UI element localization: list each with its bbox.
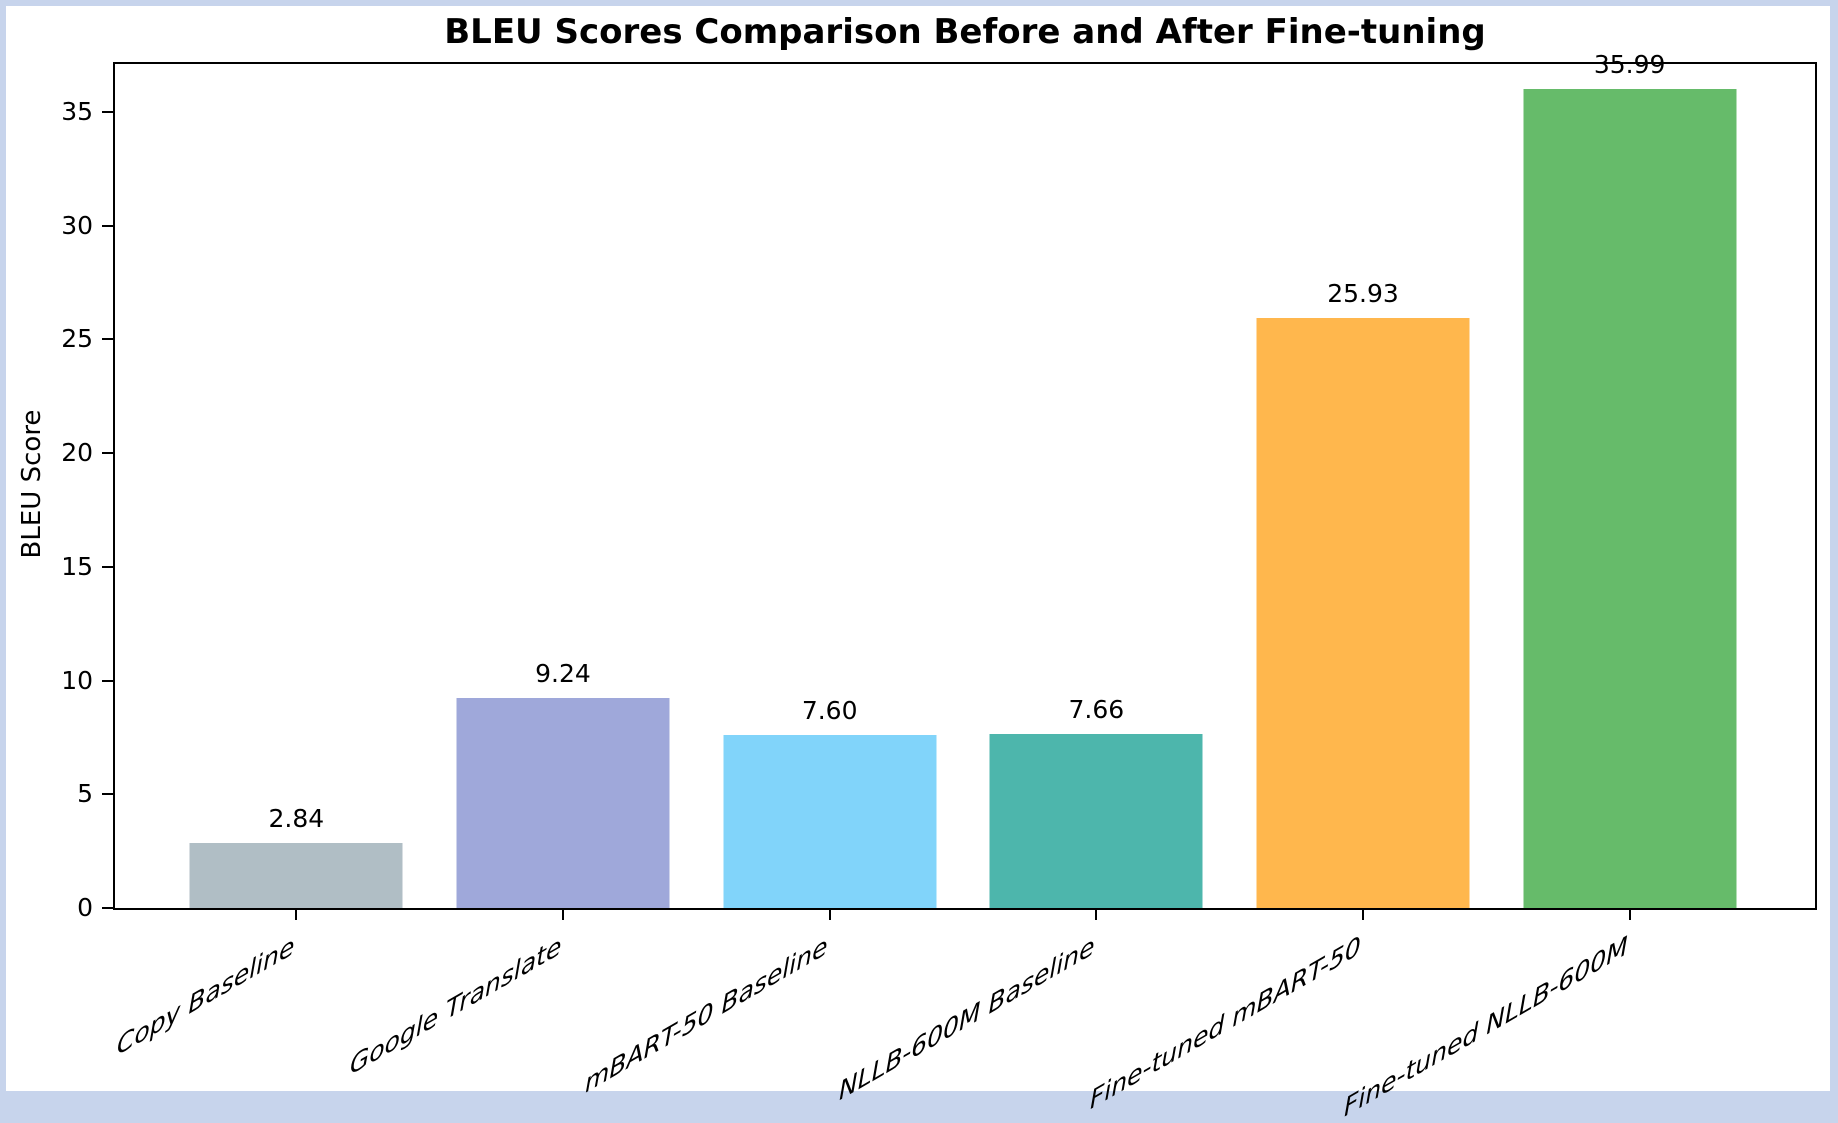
y-tick-mark (102, 224, 113, 227)
y-tick: 10 (61, 665, 113, 695)
y-tick: 0 (77, 895, 113, 921)
bar-slot: 25.93 Fine-tuned mBART-50 (1090, 64, 1497, 1115)
y-tick: 35 (61, 96, 113, 126)
y-tick: 30 (61, 210, 113, 240)
y-tick: 15 (61, 551, 113, 581)
y-tick-label: 20 (61, 438, 93, 468)
bar-slot: 7.66 NLLB-600M Baseline (839, 64, 1230, 1107)
x-tick-label: Fine-tuned NLLB-600M (1343, 930, 1628, 1123)
y-tick-mark (102, 338, 113, 341)
bar-value-label: 7.60 (801, 696, 858, 726)
bar (1523, 89, 1737, 908)
y-tick-label: 0 (77, 893, 93, 922)
bar (1256, 318, 1470, 908)
x-tick-mark (561, 910, 564, 920)
y-tick-label: 25 (61, 324, 93, 354)
chart-title: BLEU Scores Comparison Before and After … (444, 12, 1486, 52)
bar-slot: 7.60 mBART-50 Baseline (585, 64, 963, 1099)
bar-value-label: 35.99 (1593, 50, 1666, 80)
y-axis-label: BLEU Score (17, 409, 47, 559)
y-tick-label: 10 (61, 665, 93, 695)
bar (189, 843, 403, 908)
x-tick-label: mBART-50 Baseline (585, 930, 828, 1099)
bar (723, 735, 937, 908)
y-tick-label: 35 (61, 96, 93, 126)
y-tick-label: 30 (61, 210, 93, 240)
bar (989, 733, 1203, 908)
y-tick-mark (102, 679, 113, 682)
y-tick: 5 (77, 781, 113, 807)
plot-area: 0 5 10 15 20 25 30 35 2.84 Copy Baseline 9.24 Goog… (61, 50, 1817, 1123)
bar-value-label: 25.93 (1327, 279, 1399, 309)
bar-value-label: 7.66 (1068, 694, 1125, 724)
x-tick-mark (828, 910, 831, 920)
x-tick-mark (1628, 910, 1631, 920)
x-tick-label: Fine-tuned mBART-50 (1090, 930, 1361, 1116)
y-tick-label: 5 (77, 779, 93, 809)
y-tick-mark (102, 793, 113, 796)
y-tick-label: 15 (61, 551, 93, 581)
x-tick-mark (295, 910, 298, 920)
x-tick-label: Copy Baseline (116, 930, 295, 1062)
y-tick-mark (102, 452, 113, 455)
bar-value-label: 2.84 (268, 804, 325, 834)
bar-slot: 35.99 Fine-tuned NLLB-600M (1344, 50, 1763, 1123)
x-tick-label: NLLB-600M Baseline (838, 930, 1095, 1107)
x-tick-mark (1361, 910, 1364, 920)
x-tick-label: Google Translate (349, 930, 561, 1082)
y-tick-mark (102, 907, 113, 909)
bar-slot: 2.84 Copy Baseline (117, 64, 430, 1061)
screenshot-root: { "page": { "background_color": "#c7d4ec… (6, 6, 1830, 1123)
bar (456, 697, 670, 908)
y-tick: 20 (61, 440, 113, 466)
y-tick: 25 (61, 326, 113, 352)
x-tick-mark (1095, 910, 1098, 920)
y-tick-mark (102, 110, 113, 113)
chart-figure: BLEU Scores Comparison Before and After … (6, 6, 1830, 1123)
y-tick-mark (102, 565, 113, 568)
bar-slot: 9.24 Google Translate (350, 64, 697, 1081)
bar-value-label: 9.24 (535, 658, 591, 688)
